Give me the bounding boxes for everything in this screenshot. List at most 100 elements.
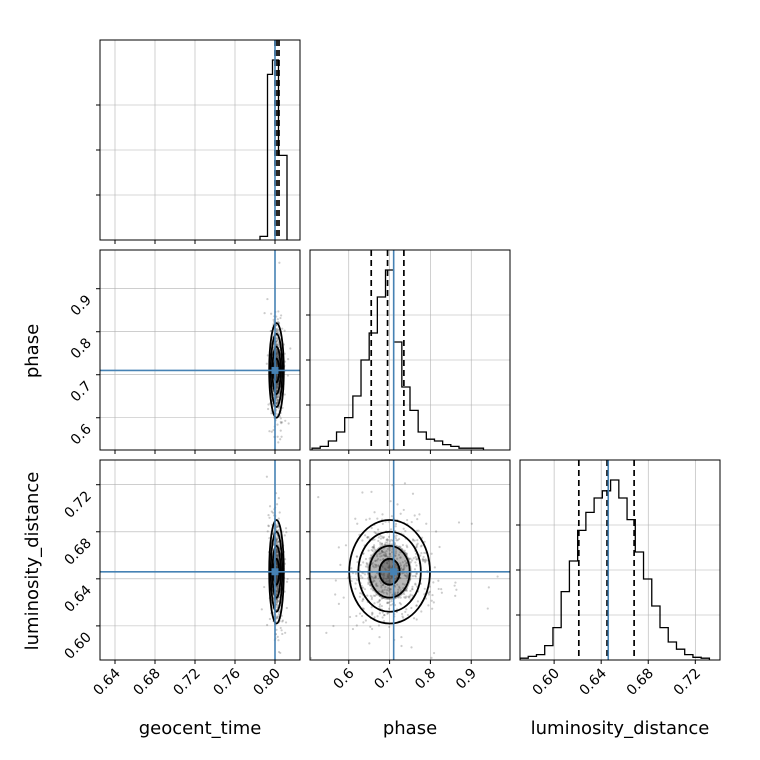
- sample-point: [354, 582, 357, 585]
- sample-point: [268, 617, 271, 621]
- sample-point: [389, 580, 392, 583]
- sample-point: [275, 383, 278, 386]
- sample-point: [372, 545, 375, 548]
- sample-point: [457, 521, 461, 524]
- sample-point: [275, 590, 278, 593]
- sample-point: [379, 543, 382, 546]
- sample-point: [386, 537, 389, 541]
- sample-point: [404, 575, 408, 578]
- sample-point: [275, 339, 278, 343]
- sample-point: [453, 584, 456, 587]
- sample-point: [384, 554, 388, 558]
- sample-point: [276, 541, 279, 544]
- sample-point: [378, 612, 381, 615]
- sample-point: [374, 565, 378, 569]
- sample-point: [387, 539, 390, 542]
- sample-point: [370, 526, 373, 530]
- sample-point: [275, 401, 278, 405]
- sample-point: [276, 600, 279, 603]
- sample-point: [283, 329, 286, 332]
- sample-point: [276, 566, 279, 569]
- sample-point: [283, 466, 285, 468]
- sample-point: [378, 552, 381, 555]
- sample-point: [415, 545, 418, 548]
- panel-frame: [99, 39, 301, 241]
- sample-point: [415, 529, 419, 532]
- sample-point: [386, 573, 389, 577]
- sample-point: [275, 355, 278, 358]
- sample-point: [389, 591, 392, 594]
- sample-point: [263, 585, 266, 589]
- sample-point: [383, 554, 386, 557]
- sample-point: [279, 316, 282, 320]
- sample-point: [361, 539, 364, 542]
- sample-point: [277, 497, 280, 500]
- sample-point: [401, 548, 404, 551]
- sample-point: [424, 558, 427, 561]
- sample-point: [421, 558, 424, 561]
- sample-point: [373, 563, 376, 566]
- sample-point: [275, 525, 278, 528]
- sample-point: [275, 579, 278, 582]
- sample-point: [404, 562, 407, 565]
- sample-point: [363, 534, 367, 537]
- sample-point: [402, 568, 405, 571]
- sample-point: [382, 553, 385, 556]
- sample-point: [275, 578, 278, 581]
- sample-point: [378, 590, 381, 593]
- sample-point: [403, 549, 406, 552]
- sample-point: [374, 559, 377, 563]
- sample-point: [409, 561, 412, 564]
- sample-point: [276, 588, 279, 591]
- sample-point: [437, 579, 440, 582]
- panel-content: [100, 250, 300, 468]
- sample-point: [287, 422, 290, 425]
- sample-point: [399, 562, 402, 565]
- sample-point: [275, 554, 278, 557]
- sample-point: [388, 549, 391, 552]
- panel-scatter-phase-luminosity_distance: 0.6 0.7 0.8 0.9: [306, 459, 511, 693]
- sample-point: [413, 539, 416, 542]
- sample-point: [389, 577, 392, 580]
- x-tick-label: 0.7: [371, 666, 398, 693]
- sample-point: [400, 566, 403, 570]
- sample-point: [389, 540, 392, 543]
- sample-point: [399, 576, 402, 579]
- sample-point: [372, 544, 376, 547]
- sample-point: [374, 576, 377, 579]
- sample-point: [381, 590, 384, 593]
- sample-point: [396, 503, 399, 506]
- sample-point: [373, 538, 376, 541]
- sample-point: [276, 599, 280, 602]
- sample-point: [283, 534, 286, 537]
- sample-point: [361, 491, 364, 494]
- y-tick-label: 0.6: [68, 421, 95, 448]
- sample-point: [401, 615, 404, 618]
- sample-point: [381, 596, 384, 600]
- sample-point: [427, 593, 431, 596]
- sample-point: [399, 596, 402, 599]
- sample-point: [380, 542, 384, 545]
- sample-point: [277, 613, 280, 616]
- sample-point: [396, 583, 399, 586]
- sample-point: [393, 604, 397, 607]
- sample-point: [275, 548, 279, 552]
- sample-point: [370, 598, 373, 601]
- x-tick-label: 0.8: [412, 666, 439, 693]
- panel-frame: [309, 249, 511, 451]
- sample-point: [276, 400, 279, 404]
- sample-point: [280, 629, 283, 632]
- sample-point: [404, 574, 407, 577]
- sample-point: [279, 626, 282, 630]
- sample-point: [390, 600, 393, 603]
- sample-point: [385, 591, 388, 594]
- sample-point: [383, 554, 386, 558]
- x-tick-label: 0.68: [624, 666, 657, 699]
- sample-point: [383, 551, 387, 554]
- sample-point: [403, 564, 406, 567]
- sample-point: [406, 613, 410, 617]
- sample-point: [276, 386, 279, 389]
- sample-point: [372, 547, 375, 550]
- sample-point: [394, 555, 397, 558]
- sample-point: [371, 564, 375, 568]
